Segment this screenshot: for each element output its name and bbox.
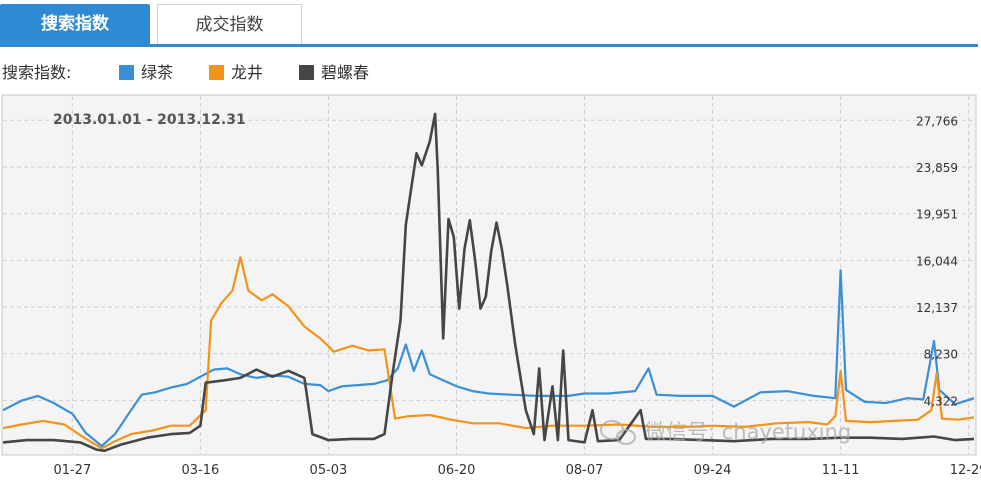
x-tick-label: 11-11 xyxy=(822,463,860,478)
index-tabs: 搜索指数 成交指数 xyxy=(0,0,981,47)
y-axis-ticks: 27,766 23,859 19,951 16,044 12,137 8,230 4,322 xyxy=(916,114,958,408)
watermark: 微信号: chayetuxing xyxy=(600,420,851,445)
x-tick-label: 03-16 xyxy=(182,463,220,478)
tab-underline xyxy=(0,44,978,47)
x-tick-label: 08-07 xyxy=(566,463,604,478)
legend-swatch-biluochun xyxy=(299,65,314,80)
legend-item-biluochun[interactable]: 碧螺春 xyxy=(299,59,369,83)
legend-title: 搜索指数: xyxy=(2,63,72,82)
watermark-text: 微信号: chayetuxing xyxy=(645,420,851,444)
legend-label-green-tea: 绿茶 xyxy=(141,63,174,82)
y-tick-label: 27,766 xyxy=(916,114,958,128)
y-tick-label: 8,230 xyxy=(924,348,958,362)
legend-label-biluochun: 碧螺春 xyxy=(321,63,370,82)
wechat-logo-icon xyxy=(600,420,636,445)
y-tick-label: 4,322 xyxy=(924,394,958,408)
legend-swatch-green-tea xyxy=(119,65,134,80)
series-line-2 xyxy=(2,256,975,450)
y-tick-label: 16,044 xyxy=(916,254,958,268)
y-tick-label: 23,859 xyxy=(916,161,958,175)
series-lines xyxy=(2,112,975,453)
tab-search-index[interactable]: 搜索指数 xyxy=(0,4,150,44)
x-tick-label: 12-29 xyxy=(950,463,981,478)
y-tick-label: 12,137 xyxy=(916,301,958,315)
grid-lines xyxy=(3,96,975,454)
series-line-1 xyxy=(2,269,975,448)
legend-label-longjing: 龙井 xyxy=(231,63,264,82)
x-tick-label: 09-24 xyxy=(694,463,732,478)
legend-swatch-longjing xyxy=(209,65,224,80)
series-line-3 xyxy=(2,112,975,453)
tab-trade-index[interactable]: 成交指数 xyxy=(157,4,302,44)
x-tick-label: 06-20 xyxy=(438,463,476,478)
x-tick-label: 01-27 xyxy=(53,463,91,478)
chart-date-range: 2013.01.01 - 2013.12.31 xyxy=(53,112,246,128)
x-tick-label: 05-03 xyxy=(310,463,348,478)
legend-item-longjing[interactable]: 龙井 xyxy=(209,59,263,83)
x-axis-ticks: 01-27 03-16 05-03 06-20 08-07 09-24 11-11 12-29 xyxy=(53,463,981,478)
legend-item-green-tea[interactable]: 绿茶 xyxy=(119,59,173,83)
y-tick-label: 19,951 xyxy=(916,208,958,222)
